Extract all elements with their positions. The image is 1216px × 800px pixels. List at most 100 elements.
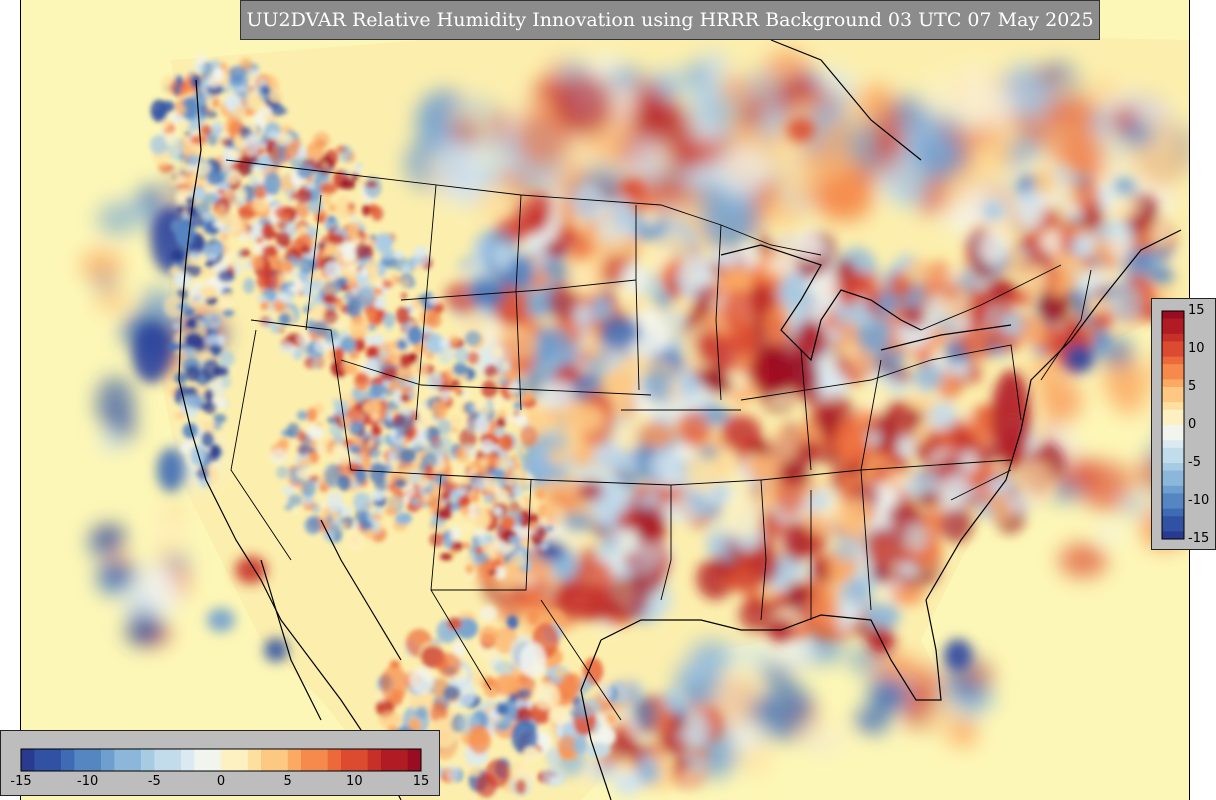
boundary-line xyxy=(950,469,1012,501)
map-frame[interactable] xyxy=(20,0,1190,800)
innovation-blob xyxy=(206,110,218,119)
innovation-blob xyxy=(355,507,368,525)
innovation-blob xyxy=(199,285,219,299)
colorbar-swatch xyxy=(1162,470,1184,479)
innovation-blob xyxy=(542,510,550,515)
innovation-blob xyxy=(451,427,459,433)
innovation-blob xyxy=(348,421,365,436)
innovation-blob xyxy=(592,295,611,321)
innovation-blob xyxy=(679,410,711,448)
innovation-blob xyxy=(322,195,332,206)
innovation-blob xyxy=(535,314,558,330)
innovation-blob xyxy=(425,312,442,329)
colorbar-swatch xyxy=(181,749,195,771)
innovation-blob xyxy=(721,289,754,333)
innovation-blob xyxy=(619,756,633,774)
innovation-blob xyxy=(337,474,352,492)
innovation-blob xyxy=(157,164,167,171)
innovation-blob xyxy=(965,363,983,383)
innovation-blob xyxy=(744,642,771,669)
colorbar-swatch xyxy=(1162,409,1184,418)
innovation-blob xyxy=(351,456,363,465)
colorbar-swatch xyxy=(407,749,422,771)
innovation-blob xyxy=(126,614,165,646)
innovation-blob xyxy=(184,332,204,349)
innovation-blob xyxy=(150,135,168,155)
innovation-blob xyxy=(157,448,185,492)
innovation-blob xyxy=(541,516,548,524)
colorbar-swatch xyxy=(1162,387,1184,396)
colorbar-swatch xyxy=(1162,455,1184,464)
innovation-blob xyxy=(498,408,506,418)
innovation-blob xyxy=(351,387,362,401)
innovation-blob xyxy=(400,393,411,403)
innovation-blob xyxy=(166,342,183,352)
innovation-blob xyxy=(551,580,611,620)
innovation-blob xyxy=(290,269,298,278)
innovation-blob xyxy=(815,636,844,662)
innovation-blob xyxy=(638,422,675,449)
innovation-blob xyxy=(312,131,331,149)
map-title: UU2DVAR Relative Humidity Innovation usi… xyxy=(240,0,1100,40)
innovation-blob xyxy=(691,746,710,759)
colorbar-swatch xyxy=(207,749,222,771)
innovation-blob xyxy=(346,297,362,318)
innovation-blob xyxy=(626,135,665,181)
innovation-blob xyxy=(296,164,314,179)
innovation-blob xyxy=(451,482,460,491)
vertical-colorbar-ramp xyxy=(1161,310,1185,540)
humidity-innovation-map[interactable] xyxy=(21,0,1190,800)
innovation-blob xyxy=(429,524,438,531)
innovation-blob xyxy=(548,282,578,322)
colorbar-swatch xyxy=(74,749,89,771)
innovation-blob xyxy=(883,348,906,366)
innovation-blob xyxy=(985,277,1017,303)
colorbar-swatch xyxy=(261,749,275,771)
innovation-blob xyxy=(639,723,652,733)
innovation-blob xyxy=(519,642,547,678)
boundary-line xyxy=(515,194,522,411)
innovation-blob xyxy=(552,72,613,138)
innovation-blob xyxy=(795,320,827,360)
colorbar-swatch xyxy=(1162,371,1184,380)
innovation-blob xyxy=(630,541,662,576)
innovation-blob xyxy=(188,409,197,421)
innovation-blob xyxy=(721,550,737,565)
innovation-blob xyxy=(599,683,613,701)
innovation-blob xyxy=(436,139,485,206)
colorbar-swatch xyxy=(1162,417,1184,426)
colorbar-swatch xyxy=(394,749,409,771)
innovation-blob xyxy=(435,435,453,457)
innovation-blob xyxy=(515,471,530,489)
innovation-blob xyxy=(263,171,281,196)
innovation-blob xyxy=(436,507,453,520)
innovation-blob xyxy=(365,335,375,344)
innovation-blob xyxy=(447,95,483,132)
innovation-blob xyxy=(1120,121,1154,148)
boundary-line xyxy=(1040,269,1092,381)
innovation-blob xyxy=(204,296,218,305)
innovation-blob xyxy=(432,303,445,314)
innovation-blob xyxy=(527,609,540,625)
innovation-blob xyxy=(468,405,476,411)
innovation-blob xyxy=(520,449,528,454)
colorbar-swatch xyxy=(274,749,289,771)
innovation-blob xyxy=(191,249,200,260)
innovation-blob xyxy=(978,230,1008,267)
boundary-line xyxy=(225,159,822,256)
innovation-blob xyxy=(629,300,647,313)
innovation-blob xyxy=(297,430,307,443)
innovation-blob xyxy=(336,276,349,287)
innovation-blob xyxy=(196,466,210,480)
innovation-blob xyxy=(386,457,396,468)
colorbar-swatch xyxy=(1162,349,1184,358)
innovation-blob xyxy=(767,421,800,465)
innovation-blob xyxy=(491,346,503,359)
innovation-blob xyxy=(1108,360,1150,416)
innovation-blob xyxy=(495,703,509,716)
innovation-blob xyxy=(213,413,227,424)
innovation-blob xyxy=(270,447,288,465)
innovation-blob xyxy=(296,188,312,204)
innovation-blob xyxy=(452,362,468,376)
innovation-blob xyxy=(297,146,307,159)
